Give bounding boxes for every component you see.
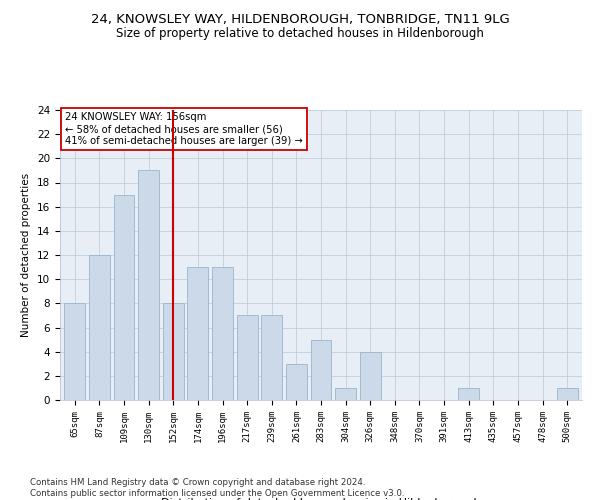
Bar <box>311 340 331 400</box>
Bar <box>212 267 233 400</box>
Bar <box>163 304 184 400</box>
Bar <box>113 194 134 400</box>
Text: Size of property relative to detached houses in Hildenborough: Size of property relative to detached ho… <box>116 28 484 40</box>
Y-axis label: Number of detached properties: Number of detached properties <box>22 173 31 337</box>
Bar <box>89 255 110 400</box>
Text: Contains HM Land Registry data © Crown copyright and database right 2024.
Contai: Contains HM Land Registry data © Crown c… <box>30 478 404 498</box>
Bar <box>236 316 257 400</box>
Bar <box>286 364 307 400</box>
Bar <box>557 388 578 400</box>
Bar <box>187 267 208 400</box>
Text: 24 KNOWSLEY WAY: 156sqm
← 58% of detached houses are smaller (56)
41% of semi-de: 24 KNOWSLEY WAY: 156sqm ← 58% of detache… <box>65 112 302 146</box>
Bar <box>335 388 356 400</box>
Bar <box>261 316 282 400</box>
Bar <box>458 388 479 400</box>
Text: 24, KNOWSLEY WAY, HILDENBOROUGH, TONBRIDGE, TN11 9LG: 24, KNOWSLEY WAY, HILDENBOROUGH, TONBRID… <box>91 12 509 26</box>
X-axis label: Distribution of detached houses by size in Hildenborough: Distribution of detached houses by size … <box>161 498 481 500</box>
Bar <box>360 352 381 400</box>
Bar <box>138 170 159 400</box>
Bar <box>64 304 85 400</box>
